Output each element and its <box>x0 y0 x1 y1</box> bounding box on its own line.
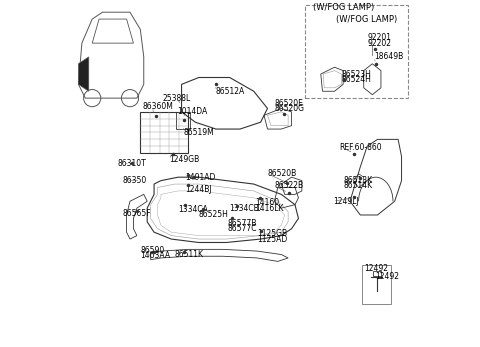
Polygon shape <box>78 57 89 91</box>
Text: 1491AD: 1491AD <box>185 173 216 182</box>
Text: (W/FOG LAMP): (W/FOG LAMP) <box>313 2 374 11</box>
Text: 14160: 14160 <box>255 198 279 208</box>
Text: 1463AA: 1463AA <box>140 251 170 260</box>
Text: 86520E: 86520E <box>275 99 303 108</box>
Text: 86565F: 86565F <box>122 209 151 218</box>
Bar <box>362 265 391 304</box>
Text: 86523H: 86523H <box>341 69 371 78</box>
Text: 86524H: 86524H <box>341 75 371 84</box>
Text: 86514K: 86514K <box>343 181 372 190</box>
Text: 12492: 12492 <box>365 264 389 273</box>
Text: 1416LK: 1416LK <box>255 204 284 213</box>
Text: 86522B: 86522B <box>275 181 303 190</box>
Text: 25388L: 25388L <box>163 94 191 103</box>
Text: 86519M: 86519M <box>183 128 214 137</box>
Text: 92201: 92201 <box>367 33 391 42</box>
Bar <box>140 112 189 153</box>
Text: 86310T: 86310T <box>118 159 147 168</box>
Text: 86577C: 86577C <box>228 224 257 233</box>
Text: 1125GB: 1125GB <box>257 229 288 238</box>
Bar <box>305 5 408 98</box>
Text: 86513K: 86513K <box>343 176 372 185</box>
Text: 1249LJ: 1249LJ <box>333 197 359 206</box>
Text: (W/FOG LAMP): (W/FOG LAMP) <box>336 15 397 24</box>
Text: 86525H: 86525H <box>199 211 228 220</box>
Text: 92202: 92202 <box>367 39 391 48</box>
Text: 1244BJ: 1244BJ <box>185 185 212 194</box>
Text: 86590: 86590 <box>140 246 165 255</box>
Text: 12492: 12492 <box>375 272 399 281</box>
Text: 86360M: 86360M <box>142 102 173 111</box>
Text: 1249GB: 1249GB <box>169 155 200 164</box>
Text: 1125AD: 1125AD <box>257 235 288 244</box>
Text: 1334CB: 1334CB <box>230 204 259 213</box>
Text: REF.60-860: REF.60-860 <box>339 143 382 152</box>
Text: 18649B: 18649B <box>374 52 403 61</box>
Bar <box>177 112 190 129</box>
Text: 86520G: 86520G <box>275 104 304 113</box>
Text: 86512A: 86512A <box>216 87 245 96</box>
Text: 86520B: 86520B <box>267 169 297 178</box>
Text: 86350: 86350 <box>122 176 147 185</box>
Text: 1014DA: 1014DA <box>178 107 208 116</box>
Text: 86577B: 86577B <box>228 219 257 228</box>
Text: 1334CA: 1334CA <box>178 205 208 214</box>
Text: 86511K: 86511K <box>175 250 204 259</box>
